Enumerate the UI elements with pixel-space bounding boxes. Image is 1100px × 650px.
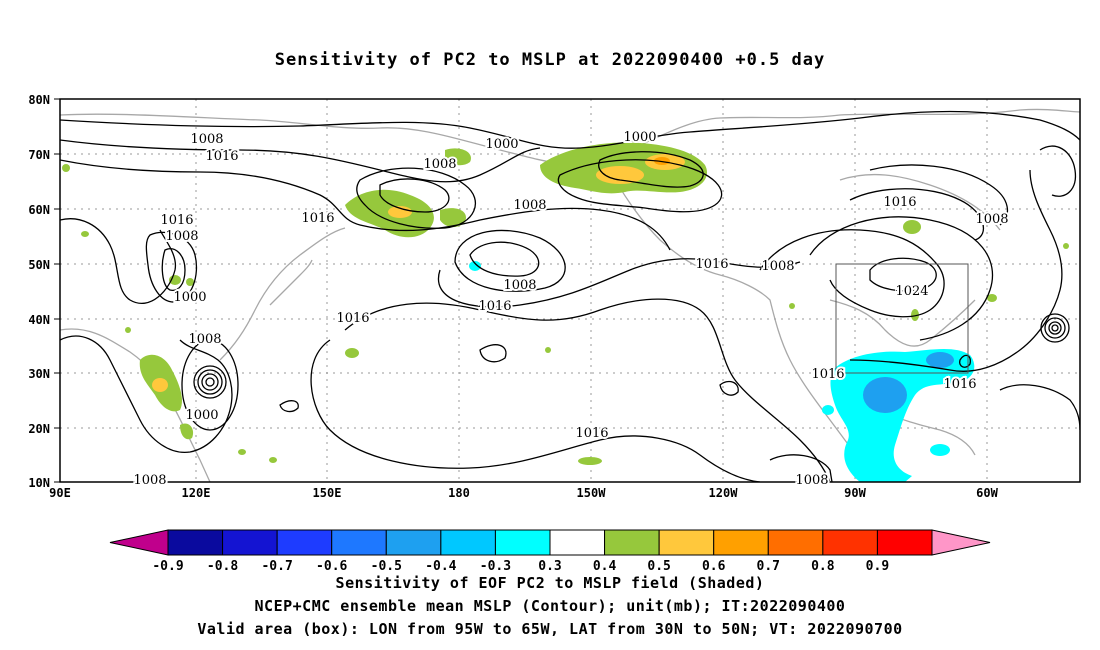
lat-label: 10N	[28, 476, 50, 490]
lon-label: 150E	[313, 486, 342, 500]
lat-label: 60N	[28, 203, 50, 217]
colorbar-arrow-high	[931, 529, 991, 556]
contour-label: 1008	[513, 198, 546, 213]
colorbar-label: -0.9	[152, 559, 183, 574]
colorbar-label: 0.5	[647, 559, 670, 574]
contour-label: 1016	[478, 299, 511, 314]
colorbar-label: 0.4	[593, 559, 617, 574]
contour-label: 1016	[575, 426, 608, 441]
contour-label: 1008	[423, 157, 456, 172]
colorbar-swatch	[767, 529, 824, 556]
contour-label: 1016	[301, 211, 334, 226]
colorbar-swatch	[822, 529, 878, 556]
lon-label: 120E	[182, 486, 211, 500]
contour-label: 1008	[503, 278, 536, 293]
colorbar-swatch	[276, 529, 333, 556]
contour-label: 1016	[811, 367, 844, 382]
colorbar-swatch	[658, 529, 715, 556]
lat-label: 30N	[28, 367, 50, 381]
contour-label: 1016	[943, 377, 976, 392]
lon-label: 60W	[976, 486, 998, 500]
lat-ticks	[54, 98, 60, 483]
map-frame	[59, 98, 1081, 483]
colorbar-swatch	[331, 529, 387, 556]
contour-label: 1016	[883, 195, 916, 210]
contour-label: 1008	[190, 132, 223, 147]
colorbar: -0.9 -0.8 -0.7 -0.6 -0.5 -0.4 -0.3 0.3 0.4 0.5 0.6…	[109, 529, 991, 574]
colorbar-swatch	[222, 529, 278, 556]
contour-label: 1008	[188, 332, 221, 347]
valid-area-box	[835, 263, 969, 374]
contour-label: 1016	[160, 213, 193, 228]
contour-label: 1024	[895, 284, 928, 299]
colorbar-swatch	[549, 529, 606, 556]
lon-label: 90W	[844, 486, 866, 500]
longitude-labels: 90E 120E 150E 180 150W 120W 90W 60W	[49, 486, 998, 500]
lat-label: 40N	[28, 313, 50, 327]
colorbar-swatch	[876, 529, 933, 556]
colorbar-label: -0.4	[425, 559, 456, 574]
colorbar-swatch	[604, 529, 660, 556]
colorbar-arrow-low	[109, 529, 169, 556]
latitude-labels: 80N 70N 60N 50N 40N 30N 20N 10N	[28, 93, 50, 490]
colorbar-swatch	[167, 529, 224, 556]
contour-label: 1016	[336, 311, 369, 326]
colorbar-swatch	[494, 529, 551, 556]
caption-line-3: Valid area (box): LON from 95W to 65W, L…	[197, 620, 903, 638]
colorbar-swatch	[440, 529, 496, 556]
contour-label: 1000	[485, 137, 518, 152]
lon-label: 180	[448, 486, 470, 500]
lat-label: 50N	[28, 258, 50, 272]
caption-line-1: Sensitivity of EOF PC2 to MSLP field (Sh…	[335, 574, 765, 592]
lon-label: 90E	[49, 486, 71, 500]
sensitivity-shading	[62, 142, 1069, 482]
colorbar-label: -0.5	[371, 559, 402, 574]
lat-label: 80N	[28, 93, 50, 107]
contour-label: 1016	[695, 257, 728, 272]
colorbar-label: 0.9	[866, 559, 889, 574]
contour-label: 1008	[133, 473, 166, 488]
lat-label: 20N	[28, 422, 50, 436]
contour-label: 1008	[165, 229, 198, 244]
colorbar-swatch	[713, 529, 769, 556]
colorbar-label: -0.6	[316, 559, 347, 574]
map-title: Sensitivity of PC2 to MSLP at 2022090400…	[274, 50, 826, 70]
contour-label: 1000	[623, 130, 656, 145]
contour-label: 1000	[185, 408, 218, 423]
lon-label: 120W	[709, 486, 739, 500]
colorbar-label: 0.8	[811, 559, 835, 574]
colorbar-label: -0.3	[480, 559, 511, 574]
colorbar-label: -0.7	[261, 559, 292, 574]
colorbar-label: 0.3	[538, 559, 561, 574]
colorbar-label: 0.7	[757, 559, 780, 574]
colorbar-label: -0.8	[207, 559, 238, 574]
caption-line-2: NCEP+CMC ensemble mean MSLP (Contour); u…	[254, 597, 846, 615]
colorbar-label: 0.6	[702, 559, 726, 574]
contour-label: 1008	[975, 212, 1008, 227]
contour-label: 1008	[761, 259, 794, 274]
mslp-contours	[60, 110, 1080, 482]
contour-label: 1008	[795, 473, 828, 488]
contour-label: 1000	[173, 290, 206, 305]
contour-label: 1016	[205, 149, 238, 164]
lon-label: 150W	[577, 486, 607, 500]
contour-labels: 1008 1016 1008 1000 1000 1008 1016 1016 …	[131, 128, 1010, 490]
lat-label: 70N	[28, 148, 50, 162]
colorbar-swatch	[385, 529, 442, 556]
